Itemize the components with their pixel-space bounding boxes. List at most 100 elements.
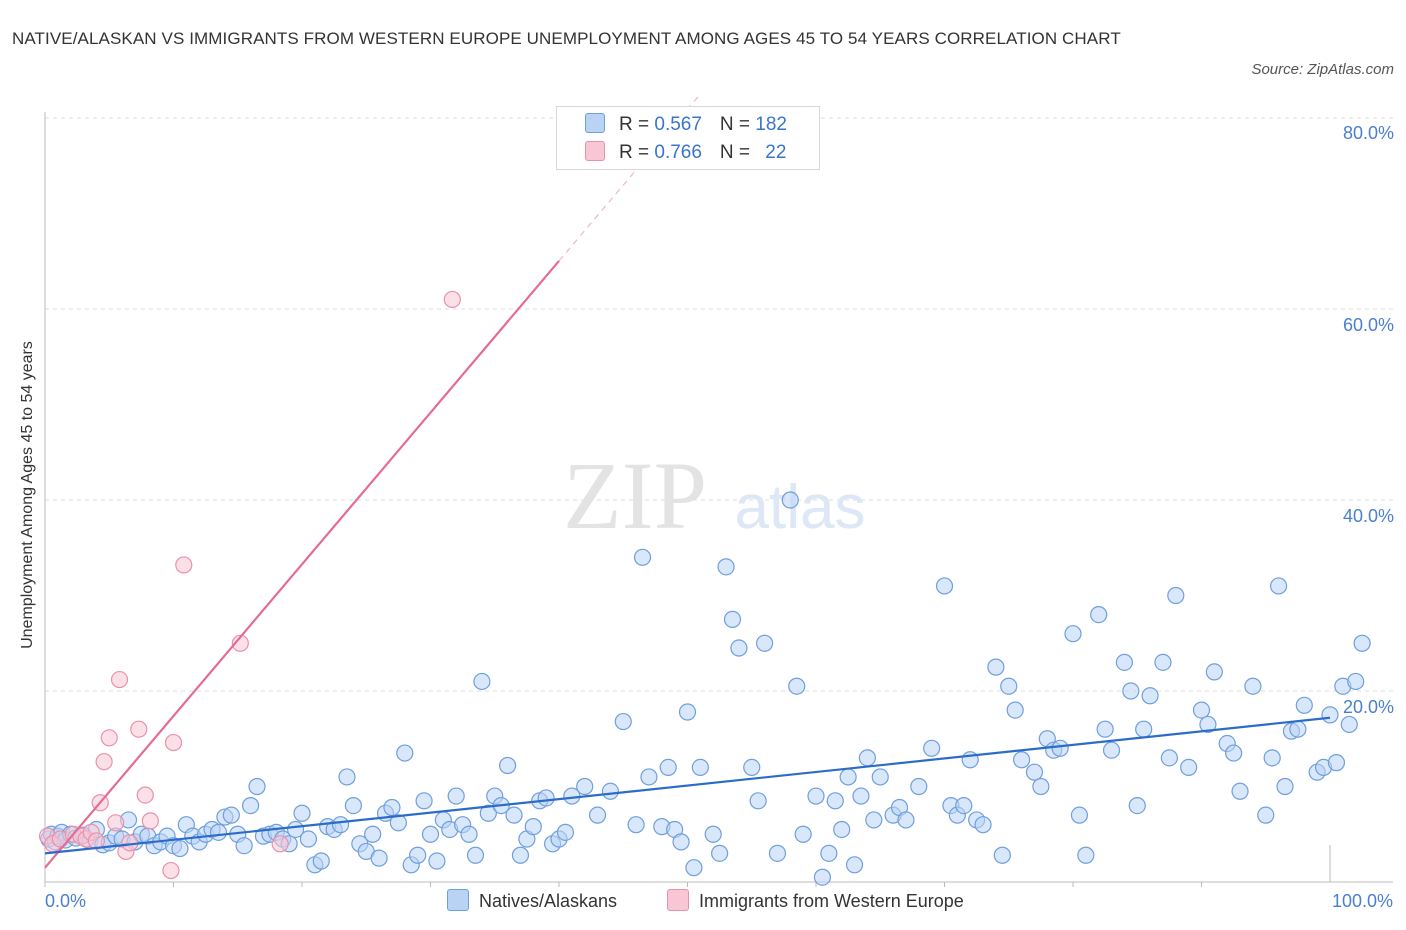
data-point xyxy=(955,796,973,815)
data-point xyxy=(338,768,356,786)
data-point xyxy=(171,839,189,858)
data-point xyxy=(858,749,877,767)
watermark: ZIP atlas xyxy=(563,442,865,549)
data-point xyxy=(640,768,658,786)
data-point xyxy=(865,811,883,829)
data-point xyxy=(1006,701,1024,719)
data-point xyxy=(974,816,992,834)
data-point xyxy=(175,556,193,574)
r-value: 0.766 xyxy=(654,142,702,163)
legend-immigrants-western-europe: Immigrants from Western Europe xyxy=(667,889,964,912)
data-point xyxy=(788,677,806,695)
data-point xyxy=(107,814,125,832)
data-point xyxy=(1135,720,1153,738)
data-point xyxy=(242,796,260,815)
data-point xyxy=(730,639,748,657)
legend-row-immigrants: R = 0.766 N = 22 xyxy=(585,141,786,165)
data-point xyxy=(576,777,594,796)
data-point xyxy=(1128,796,1146,815)
data-point xyxy=(1231,782,1249,800)
data-point xyxy=(1096,720,1114,738)
data-point xyxy=(1321,706,1339,724)
n-value: 182 xyxy=(755,114,787,135)
data-point xyxy=(231,634,249,652)
data-point xyxy=(235,837,253,855)
data-point xyxy=(910,777,928,796)
legend-row-natives: R = 0.567 N = 182 xyxy=(585,113,787,137)
data-point xyxy=(1347,672,1365,691)
data-point xyxy=(1115,653,1134,671)
data-point xyxy=(164,733,183,752)
data-point xyxy=(1167,586,1185,605)
data-point xyxy=(443,290,461,309)
data-point xyxy=(271,835,289,853)
data-point xyxy=(1244,677,1262,695)
data-point xyxy=(871,768,889,786)
data-point xyxy=(1205,663,1223,681)
legend-label: Immigrants from Western Europe xyxy=(699,891,964,911)
data-point xyxy=(1327,754,1346,772)
immigrants-western-europe-points xyxy=(38,290,461,880)
data-point xyxy=(813,868,832,886)
data-point xyxy=(678,703,697,721)
data-point xyxy=(1012,751,1031,769)
data-point xyxy=(1160,749,1178,767)
source-label: Source: ZipAtlas.com xyxy=(1251,61,1394,78)
r-label: R = xyxy=(619,114,655,135)
data-point xyxy=(447,787,465,805)
data-point xyxy=(897,811,915,829)
data-point xyxy=(691,758,709,777)
data-point xyxy=(409,846,427,864)
data-point xyxy=(537,789,555,807)
data-point xyxy=(141,812,159,830)
data-point xyxy=(633,548,652,566)
data-point xyxy=(717,558,735,576)
data-point xyxy=(1192,701,1211,719)
y-tick-label: 60.0% xyxy=(1342,315,1394,335)
data-point xyxy=(312,852,330,870)
data-point xyxy=(1032,777,1050,796)
pink-swatch-icon xyxy=(667,889,689,911)
data-point xyxy=(364,825,382,843)
data-point xyxy=(987,658,1005,676)
data-point xyxy=(1225,744,1243,762)
blue-swatch-icon xyxy=(585,113,605,133)
natives-alaskans-points xyxy=(40,491,1371,886)
legend-natives-alaskans: Natives/Alaskans xyxy=(447,889,617,912)
y-tick-label: 20.0% xyxy=(1342,697,1394,717)
data-point xyxy=(923,739,941,757)
data-point xyxy=(704,825,722,843)
data-point xyxy=(614,712,632,731)
data-point xyxy=(1180,758,1198,777)
watermark-zip: ZIP xyxy=(563,442,707,549)
data-point xyxy=(1276,777,1294,796)
immigrants-trend-line xyxy=(44,260,560,869)
data-point xyxy=(162,861,180,880)
y-tick-label: 40.0% xyxy=(1342,506,1394,526)
data-point xyxy=(743,758,761,777)
data-point xyxy=(389,814,407,832)
data-point xyxy=(248,777,266,796)
data-point xyxy=(473,672,491,691)
chart-title: NATIVE/ALASKAN VS IMMIGRANTS FROM WESTER… xyxy=(12,29,1121,48)
watermark-atlas: atlas xyxy=(735,473,866,542)
data-point xyxy=(588,806,607,824)
r-label: R = xyxy=(619,142,655,163)
n-label: N = xyxy=(719,142,756,163)
axes xyxy=(44,112,1393,887)
data-point xyxy=(95,753,113,771)
n-label: N = xyxy=(719,114,756,135)
data-point xyxy=(293,804,311,822)
legend-label: Natives/Alaskans xyxy=(479,891,618,911)
data-point xyxy=(672,833,690,851)
data-point xyxy=(794,825,812,843)
data-point xyxy=(839,768,857,786)
data-point xyxy=(1122,682,1140,700)
data-point xyxy=(130,720,148,738)
data-point xyxy=(935,577,954,595)
y-tick-label: 80.0% xyxy=(1342,123,1394,143)
data-point xyxy=(1051,739,1069,757)
pink-swatch-icon xyxy=(585,141,605,161)
data-point xyxy=(344,796,362,815)
data-point xyxy=(524,818,542,836)
